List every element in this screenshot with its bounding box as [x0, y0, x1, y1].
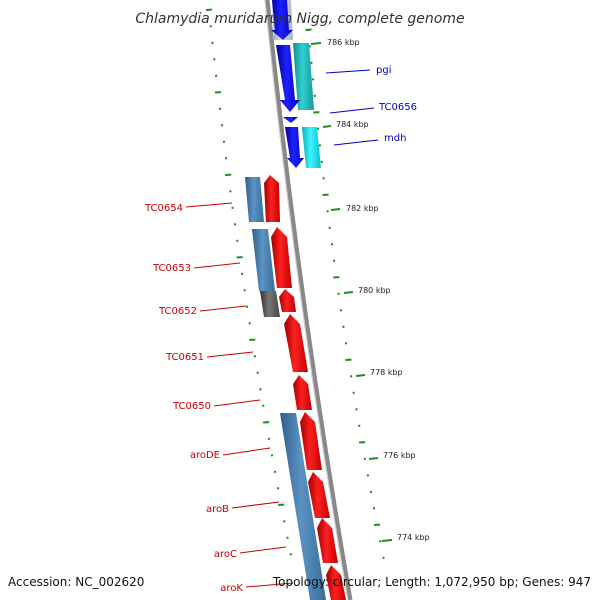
forward-strand-genes: [264, 175, 346, 600]
cog-block-tc0653: [252, 229, 275, 291]
kbp-label: 782 kbp: [346, 204, 379, 213]
cog-block-teal: [293, 43, 314, 110]
kbp-label: 780 kbp: [358, 286, 391, 295]
gene-arrow-fwd-arode: [300, 412, 322, 470]
gene-arrow-rev-mdh: [285, 127, 304, 168]
outer-tick-ring: [305, 28, 385, 559]
gene-arrow-fwd-arok: [326, 565, 346, 600]
gene-arrow-fwd-tc0650: [293, 375, 312, 410]
gene-label-mdh[interactable]: mdh: [384, 133, 406, 144]
right-gene-labels: pgi TC0656 mdh: [325, 65, 417, 146]
gene-arrow-rev-1: [271, 0, 293, 40]
cog-block-tc0652: [260, 291, 280, 317]
gene-label-aroc[interactable]: aroC: [214, 549, 237, 560]
gene-label-arob[interactable]: aroB: [206, 504, 229, 515]
topology-text: Topology: circular; Length: 1,072,950 bp…: [272, 575, 591, 589]
gene-arrow-fwd-tc0654: [264, 175, 280, 222]
gene-arrow-fwd-aroc: [317, 518, 338, 563]
gene-label-tc0650[interactable]: TC0650: [172, 401, 211, 412]
cog-block-aro: [280, 413, 326, 600]
kbp-scale: 786 kbp 784 kbp 782 kbp 780 kbp 778 kbp …: [310, 38, 430, 542]
gene-label-tc0656[interactable]: TC0656: [378, 102, 417, 113]
gene-arrow-rev-pgi: [276, 45, 300, 112]
gene-label-tc0653[interactable]: TC0653: [152, 263, 191, 274]
accession-text: Accession: NC_002620: [8, 575, 144, 589]
kbp-label: 774 kbp: [397, 533, 430, 542]
cog-block-cyan: [302, 127, 321, 168]
gene-label-tc0654[interactable]: TC0654: [144, 203, 183, 214]
gene-arrow-rev-tc0656: [283, 117, 298, 123]
gene-label-pgi[interactable]: pgi: [376, 65, 391, 76]
gene-arrow-fwd-arob: [308, 472, 330, 518]
gene-arrow-fwd-tc0653: [271, 227, 292, 288]
kbp-label: 778 kbp: [370, 368, 403, 377]
gene-label-arode[interactable]: aroDE: [190, 450, 220, 461]
genome-backbone: [264, 0, 353, 600]
kbp-label: 786 kbp: [327, 38, 360, 47]
gene-arrow-fwd-tc0651: [284, 314, 308, 372]
gene-label-tc0652[interactable]: TC0652: [158, 306, 197, 317]
gene-label-arok[interactable]: aroK: [220, 583, 243, 594]
gene-label-tc0651[interactable]: TC0651: [165, 352, 204, 363]
reverse-strand-genes: [271, 0, 304, 168]
cog-block-tc0654: [245, 177, 264, 222]
inner-tick-ring: [205, 8, 292, 556]
kbp-label: 784 kbp: [336, 120, 369, 129]
genome-title: Chlamydia muridarum Nigg, complete genom…: [135, 11, 464, 27]
gene-arrow-fwd-tc0652: [279, 289, 296, 312]
kbp-label: 776 kbp: [383, 451, 416, 460]
left-gene-labels: TC0654 TC0653 TC0652 TC0651 TC0650 aroDE…: [144, 202, 294, 594]
